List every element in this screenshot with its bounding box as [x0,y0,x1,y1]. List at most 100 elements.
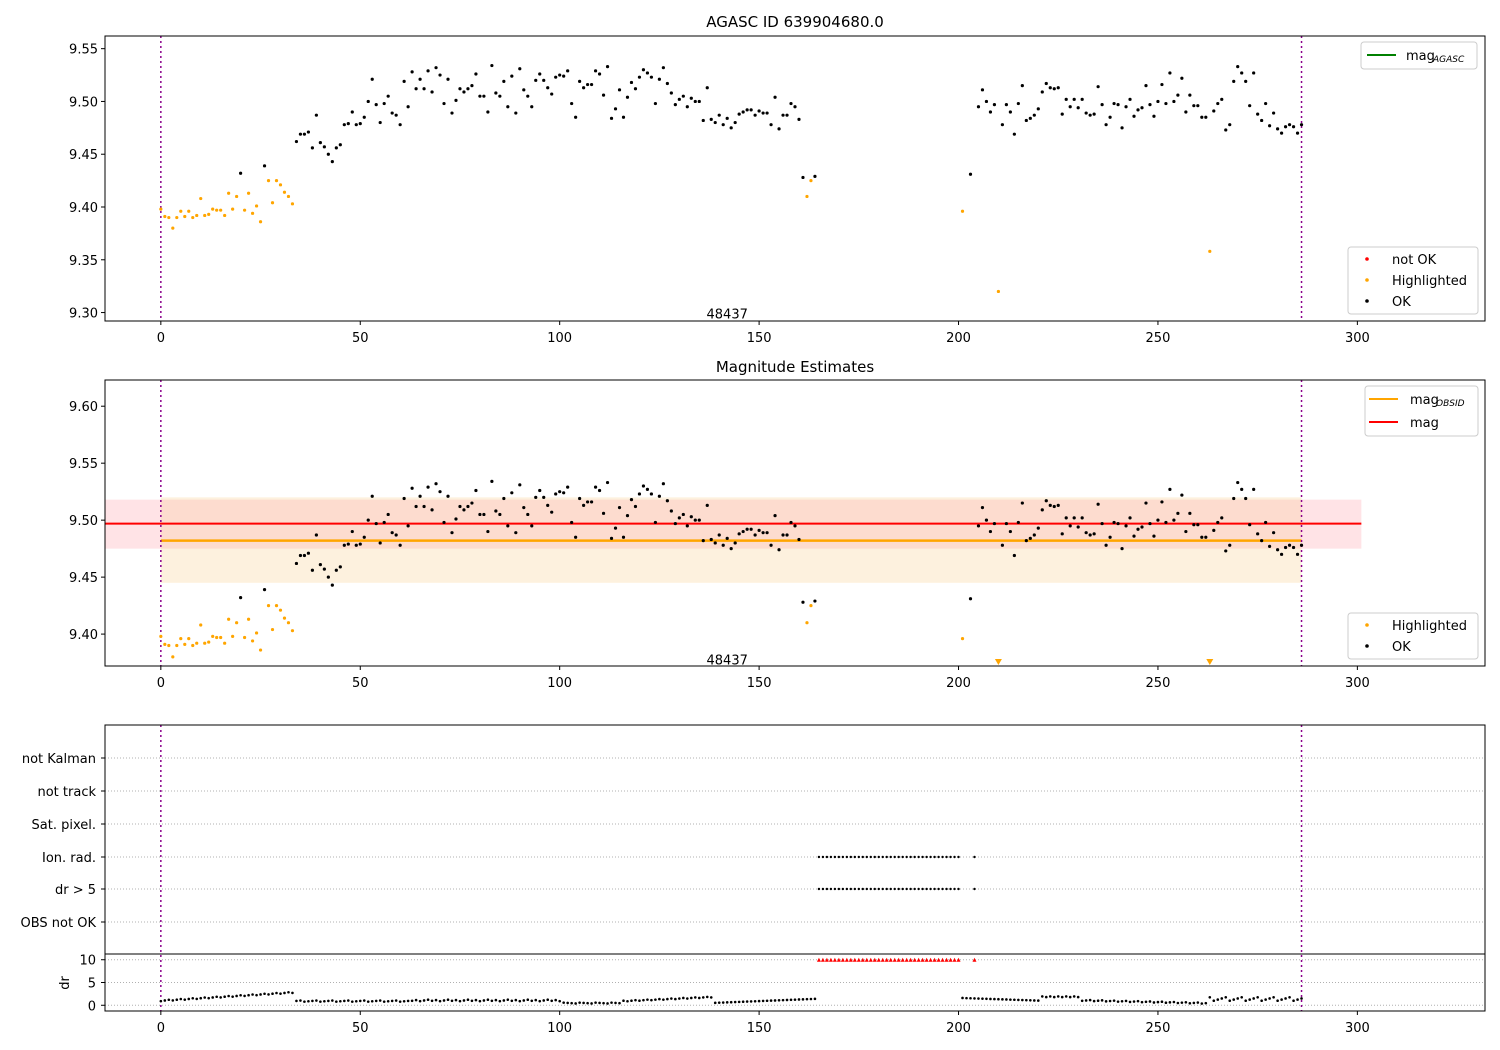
ok-point [733,541,737,545]
dr-point [410,999,414,1003]
dr-clipped-marker [924,957,929,962]
dr-point [777,998,781,1002]
dr-point [1224,995,1228,999]
dr5-flag-point [869,887,872,891]
ok-point [1164,101,1168,106]
dr-point [1196,1001,1200,1004]
highlighted-point [246,191,251,195]
highlighted-point [179,637,183,641]
ok-point [1000,123,1004,127]
dr-point [1228,999,1232,1003]
ok-point [1240,487,1244,491]
dr5-flag-point [837,887,841,891]
ok-point [498,512,502,517]
dr-point [598,1001,601,1005]
ok-point [729,547,733,551]
dr-clipped-marker [948,957,953,962]
legend-label: OK [1392,295,1411,310]
dr-point [183,998,187,1001]
ok-point [801,175,805,180]
ok-point [1116,103,1120,107]
dr-clipped-marker [856,957,861,962]
ok-point [613,526,618,530]
ok-point [1084,531,1088,535]
legend-marker [1365,299,1369,303]
ok-point [486,529,490,534]
dr5-flag-point [941,887,944,891]
ok-point [1216,520,1220,525]
dr-point [757,999,761,1003]
dr5-flag-point [917,887,920,891]
ok-point [637,75,642,79]
ok-point [354,543,358,547]
highlighted-point [211,634,215,638]
ok-point [530,105,534,109]
y-tick-label: 9.55 [69,43,98,58]
ok-point [350,110,354,114]
ok-point [1279,131,1284,135]
dr-point [1252,997,1255,1000]
dr-axis-label: dr [58,976,73,990]
ok-point [1088,113,1092,117]
ok-point [314,533,318,537]
dr-point [327,999,330,1003]
ok-point [406,524,410,528]
ok-point [1283,125,1288,129]
x-tick-label: 200 [946,676,971,691]
ok-point [550,92,554,96]
dr-point [171,999,175,1002]
dr-point [1288,995,1291,999]
ok-point [645,487,650,491]
ion-rad-flag-point [857,855,861,859]
ion-rad-flag-point [845,855,849,859]
ok-point [578,496,582,501]
dr-point [418,999,422,1003]
ok-point [582,86,586,90]
highlighted-point [219,635,223,640]
ok-point [1299,123,1304,127]
dr-point [602,1001,605,1005]
ok-point [358,542,362,546]
dr-point [1040,995,1044,998]
dr-point [187,997,191,1001]
ok-point [1092,112,1096,116]
ok-point [1080,97,1084,101]
dr5-flag-point [929,887,932,891]
ok-point [1084,111,1088,115]
dr-clipped-marker [972,957,977,962]
dr-point [642,998,645,1002]
ok-point [1188,93,1192,97]
ok-point [386,94,390,98]
ion-rad-flag-point [865,855,868,859]
ok-point [366,99,370,104]
dr-clipped-marker [892,957,897,962]
dr-point [1212,999,1216,1003]
dr-point [490,999,494,1003]
ok-point [410,70,414,74]
dr5-flag-point [853,887,857,891]
dr-point [1021,998,1024,1002]
ok-point [1184,529,1188,534]
ok-point [478,94,482,98]
ok-point [554,75,558,79]
dr-clipped-marker [836,957,841,962]
ok-point [801,600,805,604]
x-tick-label: 50 [352,676,369,691]
dr-point [1176,1001,1180,1005]
legend-top-box [1360,41,1478,70]
ok-point [749,527,753,531]
ok-point [330,583,334,587]
dr-point [797,998,801,1001]
ok-point [318,141,322,145]
y-tick-label: 9.30 [69,307,98,322]
ok-point [574,535,578,539]
ok-point [1016,101,1020,106]
dr-point [530,999,534,1003]
ok-point [797,537,801,542]
dr-point [390,999,394,1003]
highlighted-point [278,608,283,612]
dr-point [1017,998,1020,1002]
legend-bottom-box [1347,246,1479,315]
highlighted-point [231,634,235,638]
ok-point [326,152,330,156]
